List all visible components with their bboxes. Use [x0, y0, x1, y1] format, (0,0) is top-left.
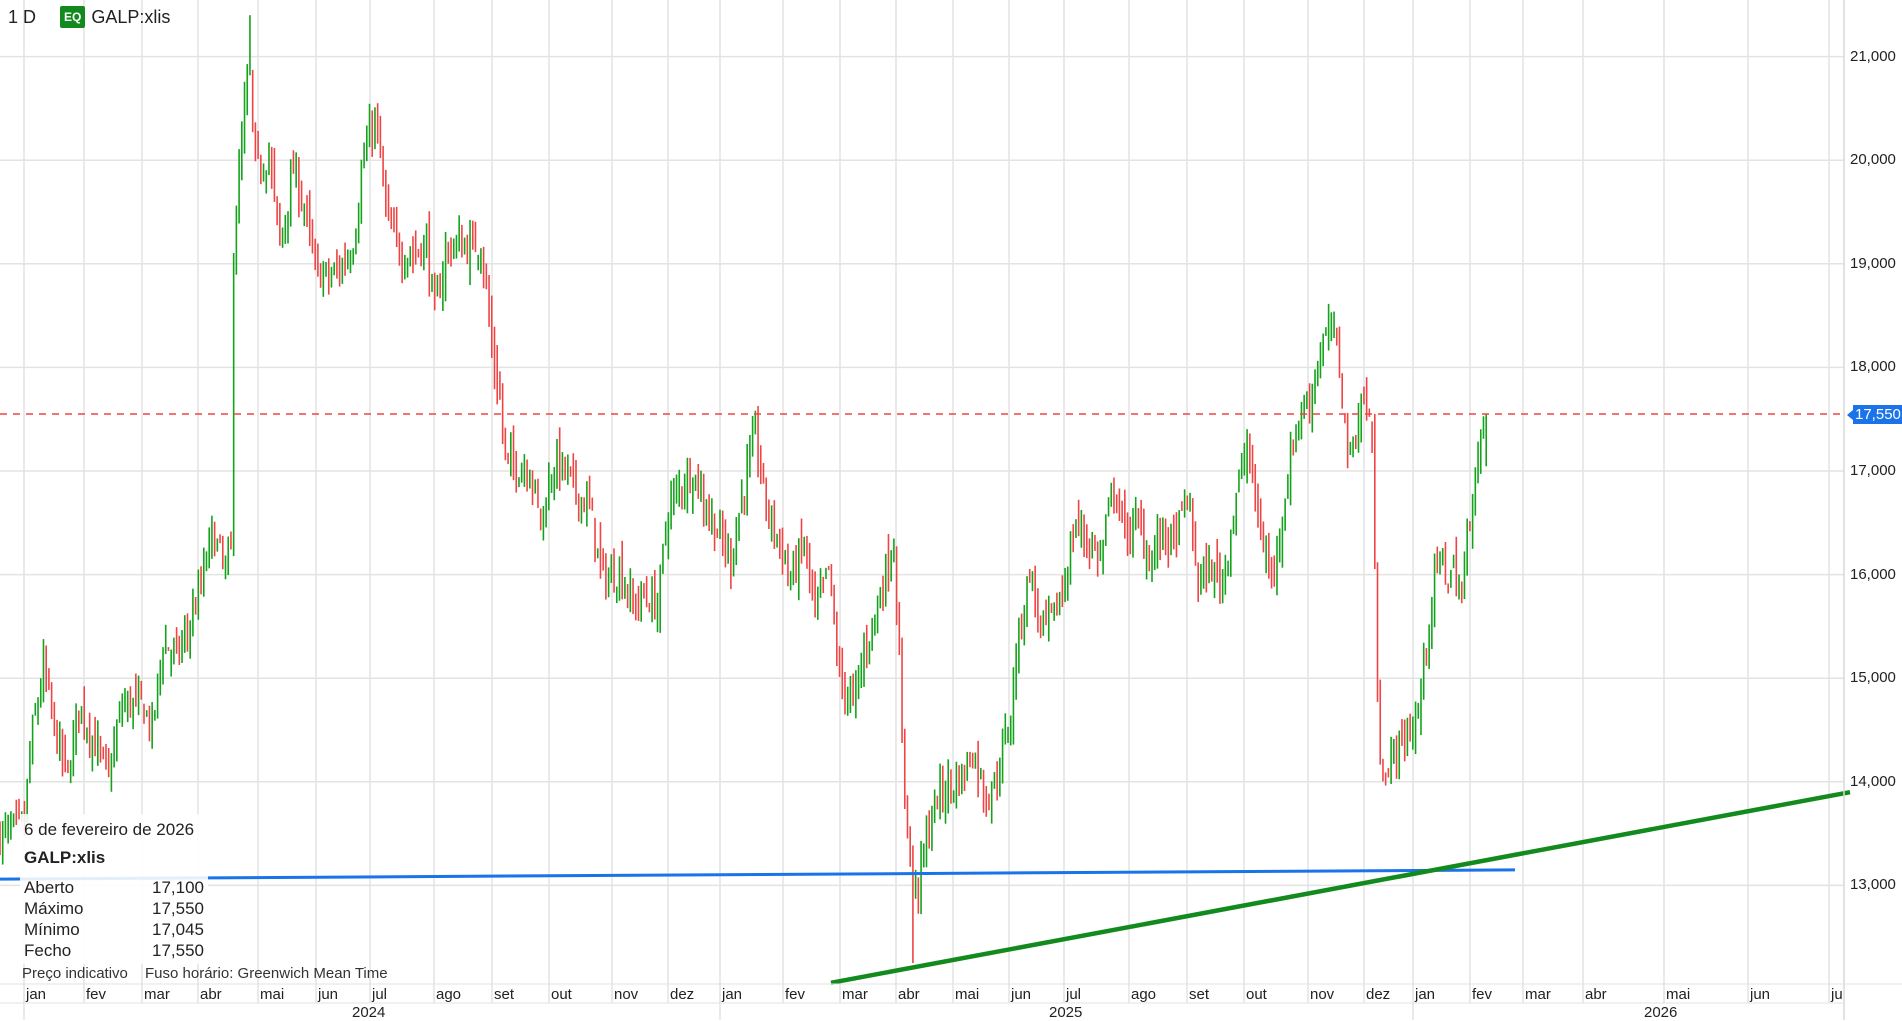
tooltip-symbol: GALP:xlis: [24, 848, 106, 867]
month-tick-label: nov: [614, 986, 639, 1003]
month-tick-label: ago: [1131, 986, 1157, 1003]
chart-header: 1 D EQ GALP:xlis: [8, 6, 170, 28]
month-tick-label: fev: [1472, 986, 1493, 1003]
month-tick-label: dez: [670, 986, 695, 1003]
interval-selector[interactable]: 1 D: [8, 6, 37, 27]
tooltip-row-high: Máximo 17,550: [24, 899, 204, 919]
month-tick-label: jul: [372, 986, 388, 1003]
symbol-label[interactable]: GALP:xlis: [91, 6, 171, 27]
row-value: 17,550: [152, 899, 204, 918]
month-tick-label: jun: [1011, 986, 1032, 1003]
trendline-drawing[interactable]: [830, 789, 1851, 985]
tooltip-date: 6 de fevereiro de 2026: [24, 820, 195, 839]
month-tick-label: set: [494, 986, 515, 1003]
row-value: 17,045: [152, 920, 204, 939]
month-tick-label: ago: [436, 986, 462, 1003]
month-tick-label: mai: [1666, 986, 1691, 1003]
price-tick-label: 20,000: [1850, 151, 1896, 169]
ohlc-bars: [0, 15, 1487, 964]
price-note: Preço indicativo: [22, 965, 128, 982]
month-tick-label: fev: [785, 986, 806, 1003]
price-tick-label: 17,000: [1850, 462, 1896, 479]
timezone-note: Fuso horário: Greenwich Mean Time: [145, 965, 388, 982]
last-price-tag: 17,550: [1847, 405, 1902, 424]
row-value: 17,550: [152, 941, 204, 960]
month-tick-label: jan: [1415, 986, 1436, 1003]
row-value: 17,100: [152, 878, 204, 897]
year-tick-label: 2025: [1049, 1004, 1083, 1021]
month-tick-label: jun: [318, 986, 339, 1003]
month-tick-label: out: [551, 986, 572, 1003]
row-label: Aberto: [24, 878, 75, 897]
month-tick-label: mai: [260, 986, 285, 1003]
month-tick-label: mar: [1525, 986, 1551, 1003]
month-tick-label: jan: [26, 986, 47, 1003]
price-tick-label: 14,000: [1850, 772, 1896, 790]
month-tick-label: set: [1189, 986, 1210, 1003]
tooltip-row-close: Fecho 17,550: [24, 941, 204, 961]
horizontal-line-drawing[interactable]: [0, 868, 1516, 881]
price-tick-label: 18,000: [1850, 358, 1896, 376]
price-tick-label: 15,000: [1850, 669, 1896, 687]
month-tick-label: abr: [200, 986, 222, 1003]
price-tick-label: 16,000: [1850, 565, 1896, 583]
month-tick-label: nov: [1310, 986, 1335, 1003]
grid: [0, 0, 1844, 1020]
price-tick-label: 19,000: [1850, 254, 1896, 272]
month-tick-label: abr: [1585, 986, 1607, 1003]
equity-badge-icon: EQ: [60, 6, 86, 28]
month-tick-label: ju: [1831, 986, 1843, 1003]
tooltip-row-low: Mínimo 17,045: [24, 920, 204, 940]
price-tick-label: 13,000: [1850, 876, 1896, 894]
row-label: Mínimo: [24, 920, 80, 939]
month-tick-label: out: [1246, 986, 1267, 1003]
year-tick-label: 2026: [1644, 1004, 1678, 1021]
month-tick-label: mar: [842, 986, 868, 1003]
price-tick-label: 21,000: [1850, 47, 1896, 65]
month-tick-label: jun: [1750, 986, 1771, 1003]
month-tick-label: mar: [144, 986, 170, 1003]
month-tick-label: jan: [722, 986, 743, 1003]
row-label: Fecho: [24, 941, 72, 960]
month-tick-label: fev: [86, 986, 107, 1003]
ohlc-tooltip: 6 de fevereiro de 2026 GALP:xlis Aberto 1…: [20, 814, 208, 964]
month-tick-label: abr: [898, 986, 920, 1003]
tooltip-row-open: Aberto 17,100: [24, 878, 204, 898]
month-tick-label: mai: [955, 986, 980, 1003]
year-tick-label: 2024: [352, 1004, 386, 1021]
row-label: Máximo: [24, 899, 84, 918]
month-tick-label: jul: [1066, 986, 1082, 1003]
month-tick-label: dez: [1366, 986, 1391, 1003]
